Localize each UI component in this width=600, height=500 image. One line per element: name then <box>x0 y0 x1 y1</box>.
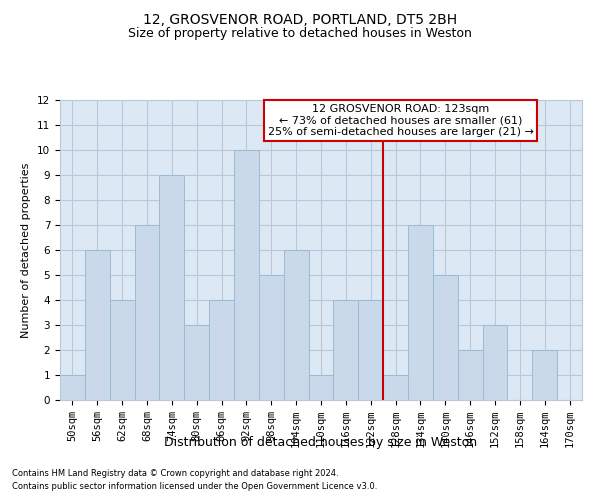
Bar <box>85 250 110 400</box>
Bar <box>334 300 358 400</box>
Text: Distribution of detached houses by size in Weston: Distribution of detached houses by size … <box>164 436 478 449</box>
Bar <box>110 300 134 400</box>
Bar <box>60 375 85 400</box>
Bar <box>383 375 408 400</box>
Text: Contains public sector information licensed under the Open Government Licence v3: Contains public sector information licen… <box>12 482 377 491</box>
Y-axis label: Number of detached properties: Number of detached properties <box>22 162 31 338</box>
Bar <box>134 225 160 400</box>
Bar <box>408 225 433 400</box>
Bar <box>259 275 284 400</box>
Bar <box>284 250 308 400</box>
Bar <box>433 275 458 400</box>
Text: 12, GROSVENOR ROAD, PORTLAND, DT5 2BH: 12, GROSVENOR ROAD, PORTLAND, DT5 2BH <box>143 12 457 26</box>
Bar <box>458 350 482 400</box>
Bar <box>482 325 508 400</box>
Bar <box>234 150 259 400</box>
Bar <box>160 175 184 400</box>
Text: Size of property relative to detached houses in Weston: Size of property relative to detached ho… <box>128 28 472 40</box>
Text: 12 GROSVENOR ROAD: 123sqm
← 73% of detached houses are smaller (61)
25% of semi-: 12 GROSVENOR ROAD: 123sqm ← 73% of detac… <box>268 104 533 137</box>
Bar <box>184 325 209 400</box>
Bar <box>308 375 334 400</box>
Bar <box>209 300 234 400</box>
Text: Contains HM Land Registry data © Crown copyright and database right 2024.: Contains HM Land Registry data © Crown c… <box>12 468 338 477</box>
Bar <box>358 300 383 400</box>
Bar <box>532 350 557 400</box>
